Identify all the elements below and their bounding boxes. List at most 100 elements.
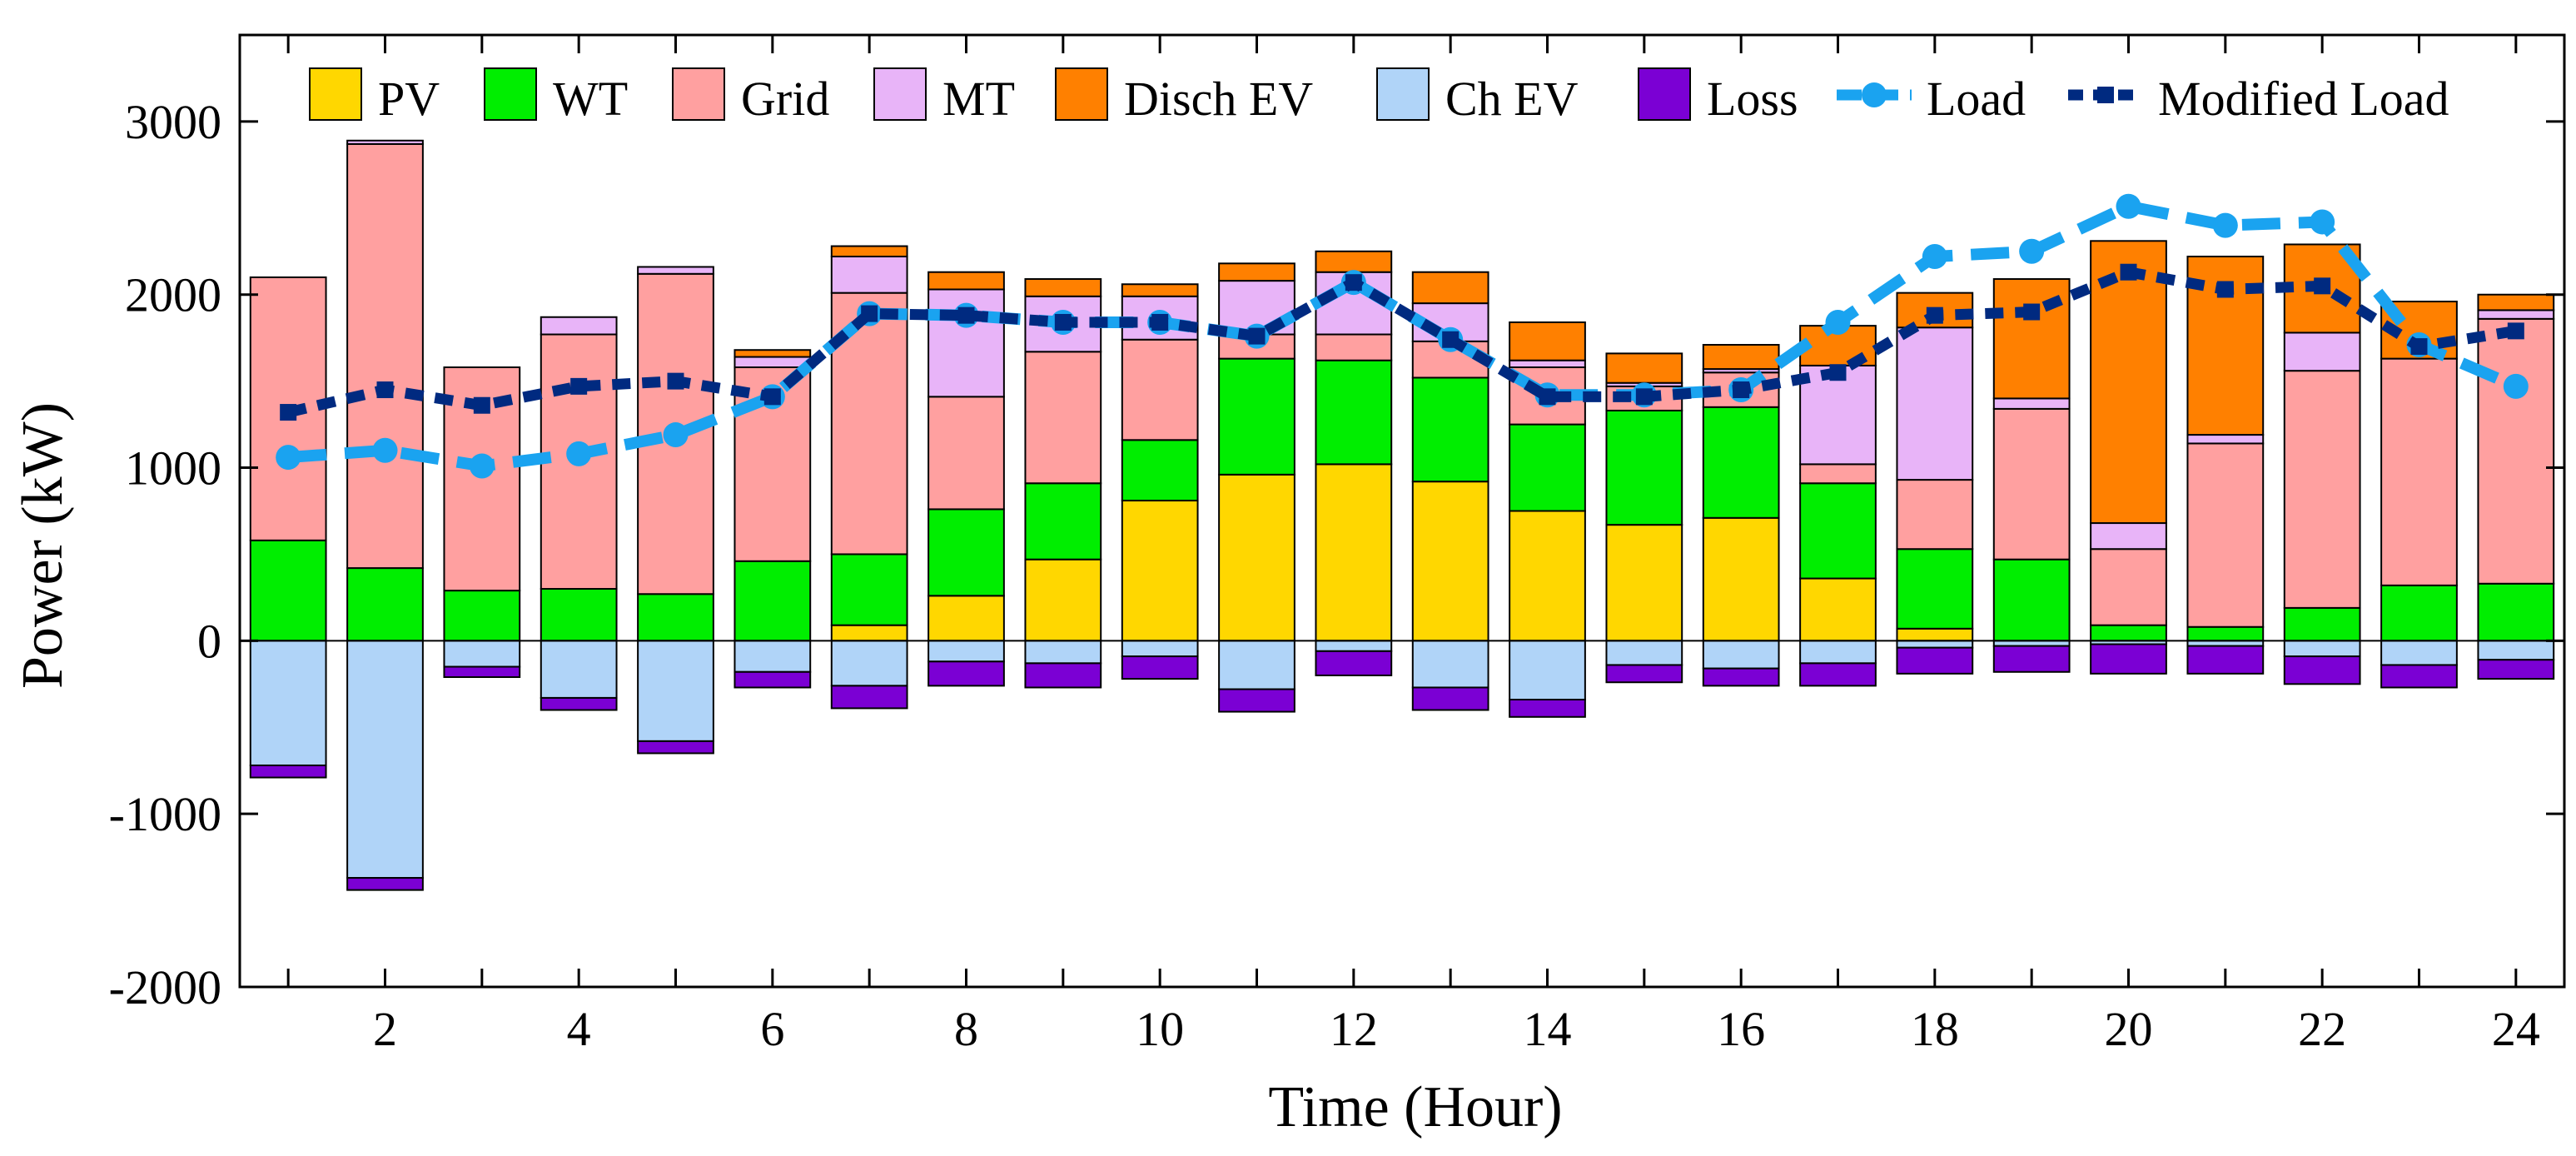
bar-loss-17 xyxy=(1799,662,1877,687)
bar-pv-17 xyxy=(1799,577,1877,642)
modified-load-point-2 xyxy=(376,381,394,399)
modified-load-point-7 xyxy=(861,305,878,322)
bar-disch-ev-9 xyxy=(1024,278,1102,297)
legend-loss-swatch xyxy=(1638,67,1691,121)
bar-disch-ev-14 xyxy=(1509,321,1586,361)
modified-load-point-3 xyxy=(473,396,490,414)
bar-wt-17 xyxy=(1799,482,1877,580)
legend-wt-swatch xyxy=(484,67,537,121)
bar-pv-14 xyxy=(1509,510,1586,642)
bar-wt-10 xyxy=(1121,439,1199,502)
bar-wt-8 xyxy=(927,508,1005,597)
bar-mt-20 xyxy=(2090,522,2167,551)
modified-load-point-4 xyxy=(570,377,588,395)
bar-grid-19 xyxy=(1992,407,2071,561)
bar-pv-11 xyxy=(1218,473,1295,642)
bar-grid-12 xyxy=(1315,333,1393,361)
bar-loss-7 xyxy=(830,685,908,710)
bar-mt-18 xyxy=(1896,326,1974,481)
modified-load-point-19 xyxy=(2023,303,2041,321)
bar-ch-ev-16 xyxy=(1702,640,1780,670)
load-point-18 xyxy=(1922,244,1947,270)
x-tick-label-22: 22 xyxy=(2298,1002,2346,1056)
bar-wt-2 xyxy=(346,567,424,642)
bar-loss-24 xyxy=(2477,659,2555,680)
x-tick-label-4: 4 xyxy=(567,1002,591,1056)
modified-load-point-17 xyxy=(1829,364,1847,381)
x-tick-label-18: 18 xyxy=(1911,1002,1959,1056)
bar-wt-9 xyxy=(1024,482,1102,561)
modified-load-point-6 xyxy=(763,388,781,406)
bar-wt-21 xyxy=(2186,625,2265,642)
modified-load-point-9 xyxy=(1054,313,1072,331)
bar-mt-2 xyxy=(346,139,424,145)
y-axis-title: Power (kW) xyxy=(11,402,75,689)
legend-load-marker xyxy=(1862,82,1887,107)
bar-ch-ev-12 xyxy=(1315,640,1393,652)
bar-ch-ev-11 xyxy=(1218,640,1295,690)
x-tick-label-12: 12 xyxy=(1330,1002,1378,1056)
bar-mt-24 xyxy=(2477,309,2555,320)
bar-grid-21 xyxy=(2186,442,2265,628)
x-tick-label-14: 14 xyxy=(1524,1002,1572,1056)
bar-ch-ev-4 xyxy=(540,640,618,699)
bar-wt-24 xyxy=(2477,582,2555,642)
x-tick-label-20: 20 xyxy=(2105,1002,2153,1056)
bar-grid-20 xyxy=(2090,548,2167,626)
bar-pv-7 xyxy=(830,624,908,642)
legend-pv-swatch xyxy=(309,67,362,121)
bar-disch-ev-13 xyxy=(1411,271,1489,305)
bar-loss-4 xyxy=(540,696,618,711)
x-axis-title: Time (Hour) xyxy=(1268,1075,1562,1139)
load-point-2 xyxy=(372,437,398,463)
legend-grid-swatch xyxy=(672,67,725,121)
bar-wt-6 xyxy=(734,560,812,642)
bar-grid-24 xyxy=(2477,317,2555,585)
legend-pv-label: PV xyxy=(378,72,440,126)
bar-ch-ev-15 xyxy=(1605,640,1683,666)
bar-loss-15 xyxy=(1605,664,1683,684)
bar-ch-ev-18 xyxy=(1896,640,1974,649)
y-tick-label-2000: 2000 xyxy=(125,268,221,322)
modified-load-point-14 xyxy=(1539,388,1556,406)
bar-ch-ev-3 xyxy=(443,640,521,668)
bar-disch-ev-11 xyxy=(1218,262,1295,282)
bar-ch-ev-10 xyxy=(1121,640,1199,658)
bar-loss-3 xyxy=(443,665,521,679)
load-point-19 xyxy=(2019,238,2045,264)
plot-background xyxy=(240,35,2564,987)
load-point-4 xyxy=(566,441,592,466)
bar-mt-7 xyxy=(830,256,908,294)
bar-ch-ev-5 xyxy=(637,640,714,742)
bar-ch-ev-6 xyxy=(734,640,812,673)
load-line xyxy=(287,200,2519,472)
bar-ch-ev-23 xyxy=(2380,640,2458,666)
bar-pv-8 xyxy=(927,595,1005,642)
legend-mt-swatch xyxy=(873,67,927,121)
bar-loss-21 xyxy=(2186,645,2265,675)
load-point-1 xyxy=(276,445,301,471)
legend-modified-load-label: Modified Load xyxy=(2158,72,2449,126)
bar-disch-ev-12 xyxy=(1315,250,1393,273)
bar-pv-16 xyxy=(1702,516,1780,642)
load-point-3 xyxy=(469,453,495,479)
bar-mt-17 xyxy=(1799,364,1877,466)
bar-wt-3 xyxy=(443,590,521,642)
bar-ch-ev-7 xyxy=(830,640,908,687)
modified-load-point-1 xyxy=(280,404,297,421)
modified-load-point-18 xyxy=(1926,306,1943,324)
bar-disch-ev-16 xyxy=(1702,343,1780,371)
bar-wt-18 xyxy=(1896,548,1974,630)
bar-loss-2 xyxy=(346,877,424,891)
bar-wt-1 xyxy=(249,539,327,642)
bar-pv-10 xyxy=(1121,500,1199,642)
bar-ch-ev-9 xyxy=(1024,640,1102,665)
modified-load-point-20 xyxy=(2120,263,2137,281)
bar-disch-ev-7 xyxy=(830,245,908,258)
y-tick-label-3000: 3000 xyxy=(125,95,221,149)
legend-ch-ev-label: Ch EV xyxy=(1445,72,1579,126)
bar-mt-5 xyxy=(637,266,714,275)
bar-ch-ev-2 xyxy=(346,640,424,879)
bar-pv-9 xyxy=(1024,558,1102,642)
y-tick-label--1000: -1000 xyxy=(109,787,221,841)
